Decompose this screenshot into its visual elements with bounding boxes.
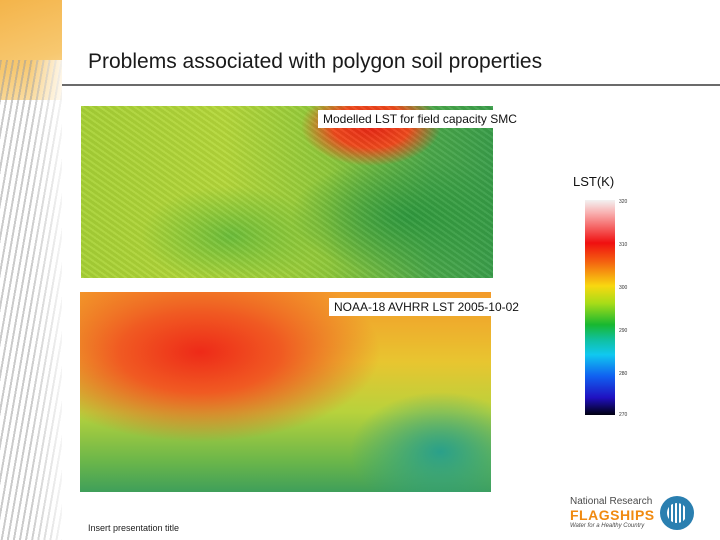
footer-presentation-title: Insert presentation title <box>88 523 180 533</box>
colorbar-tick: 310 <box>619 242 628 248</box>
avhrr-lst-map <box>80 292 491 492</box>
colorbar-tick: 280 <box>619 371 628 377</box>
colorbar-tick: 320 <box>619 199 628 205</box>
logo-line-2: FLAGSHIPS <box>570 507 655 523</box>
flagships-logo: National Research FLAGSHIPS Water for a … <box>570 496 655 529</box>
logo-tagline: Water for a Healthy Country <box>570 523 645 529</box>
stripe-fade <box>30 60 70 540</box>
csiro-logo-icon <box>660 496 694 530</box>
colorbar-title: LST(K) <box>573 174 615 189</box>
avhrr-lst-label: NOAA-18 AVHRR LST 2005-10-02 <box>329 298 524 316</box>
colorbar-tick: 270 <box>619 412 628 418</box>
logo-line-1: National Research <box>570 496 653 507</box>
colorbar-tick: 300 <box>619 285 628 291</box>
slide-title: Problems associated with polygon soil pr… <box>88 50 543 73</box>
modelled-lst-map <box>81 106 493 278</box>
colorbar-tick: 290 <box>619 328 628 334</box>
title-divider <box>62 84 720 86</box>
lst-colorbar <box>585 200 615 415</box>
modelled-lst-label: Modelled LST for field capacity SMC <box>318 110 522 128</box>
